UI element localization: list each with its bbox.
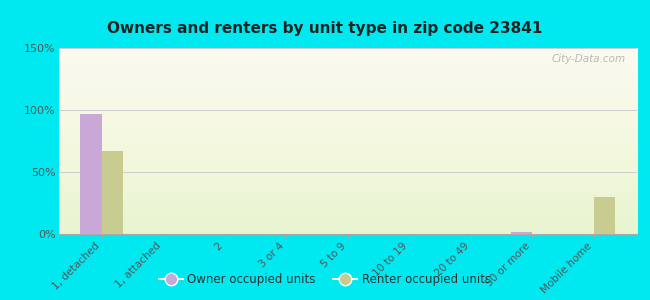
Bar <box>80 114 101 234</box>
Text: City-Data.com: City-Data.com <box>551 54 625 64</box>
Bar <box>101 151 123 234</box>
Legend: Owner occupied units, Renter occupied units: Owner occupied units, Renter occupied un… <box>154 269 496 291</box>
Bar <box>511 232 532 234</box>
Text: Owners and renters by unit type in zip code 23841: Owners and renters by unit type in zip c… <box>107 21 543 36</box>
Bar <box>594 197 616 234</box>
